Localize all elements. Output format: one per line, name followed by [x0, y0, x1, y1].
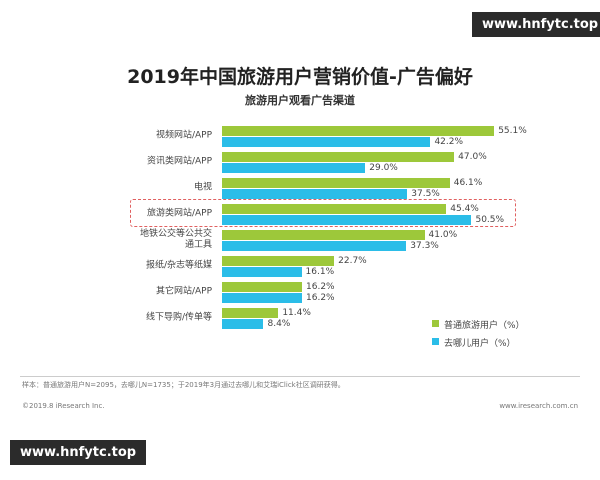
legend-swatch [432, 338, 439, 345]
value-label: 16.2% [306, 293, 335, 303]
value-label: 47.0% [458, 152, 487, 162]
value-label: 11.4% [282, 308, 311, 318]
bar [222, 308, 279, 318]
legend-label: 去哪儿用户（%） [444, 339, 516, 349]
value-label: 46.1% [453, 178, 483, 188]
bar [222, 267, 302, 277]
category-label: 电视 [193, 182, 212, 193]
category-label: 资讯类网站/APP [146, 156, 212, 167]
divider [20, 376, 580, 377]
category-label: 地铁公交等公共交 通工具 [139, 229, 212, 250]
watermark: www.hnfytc.top [472, 12, 600, 37]
value-label: 16.1% [305, 267, 335, 277]
value-label: 37.3% [410, 241, 439, 251]
bar [222, 204, 447, 214]
value-label: 55.1% [498, 126, 527, 136]
chart-subtitle: 旅游用户观看广告渠道 [245, 94, 355, 107]
value-label: 29.0% [369, 163, 398, 173]
source-note: 样本：普通旅游用户N=2095，去哪儿N=1735；于2019年3月通过去哪儿和… [22, 381, 345, 389]
bar [222, 178, 450, 188]
category-label: 线下导购/传单等 [145, 312, 212, 323]
bar [222, 230, 425, 240]
value-label: 41.0% [428, 230, 458, 240]
category-label: 其它网站/APP [155, 286, 212, 297]
bar [222, 256, 335, 266]
value-label: 42.2% [434, 137, 464, 147]
bar [222, 163, 366, 173]
category-label: 报纸/杂志等纸媒 [145, 260, 212, 271]
website: www.iresearch.com.cn [499, 402, 578, 410]
bar [222, 126, 495, 136]
value-label: 37.5% [411, 189, 440, 199]
chart-title: 2019年中国旅游用户营销价值-广告偏好 [127, 66, 473, 88]
legend-swatch [432, 320, 439, 327]
bar [222, 241, 407, 251]
bar [222, 282, 303, 292]
bar [222, 319, 264, 329]
highlight-box [130, 199, 516, 227]
bar [222, 152, 455, 162]
value-label: 22.7% [338, 256, 367, 266]
value-label: 45.4% [450, 204, 479, 214]
legend-label: 普通旅游用户（%） [444, 321, 525, 331]
bar [222, 137, 431, 147]
value-label: 16.2% [306, 282, 335, 292]
category-label: 旅游类网站/APP [146, 208, 212, 219]
category-label: 视频网站/APP [155, 130, 212, 141]
bar [222, 293, 303, 303]
watermark: www.hnfytc.top [10, 440, 147, 465]
value-label: 8.4% [267, 319, 291, 329]
bar [222, 215, 472, 225]
bar [222, 189, 408, 199]
value-label: 50.5% [475, 215, 505, 225]
copyright: ©2019.8 iResearch Inc. [22, 402, 105, 410]
